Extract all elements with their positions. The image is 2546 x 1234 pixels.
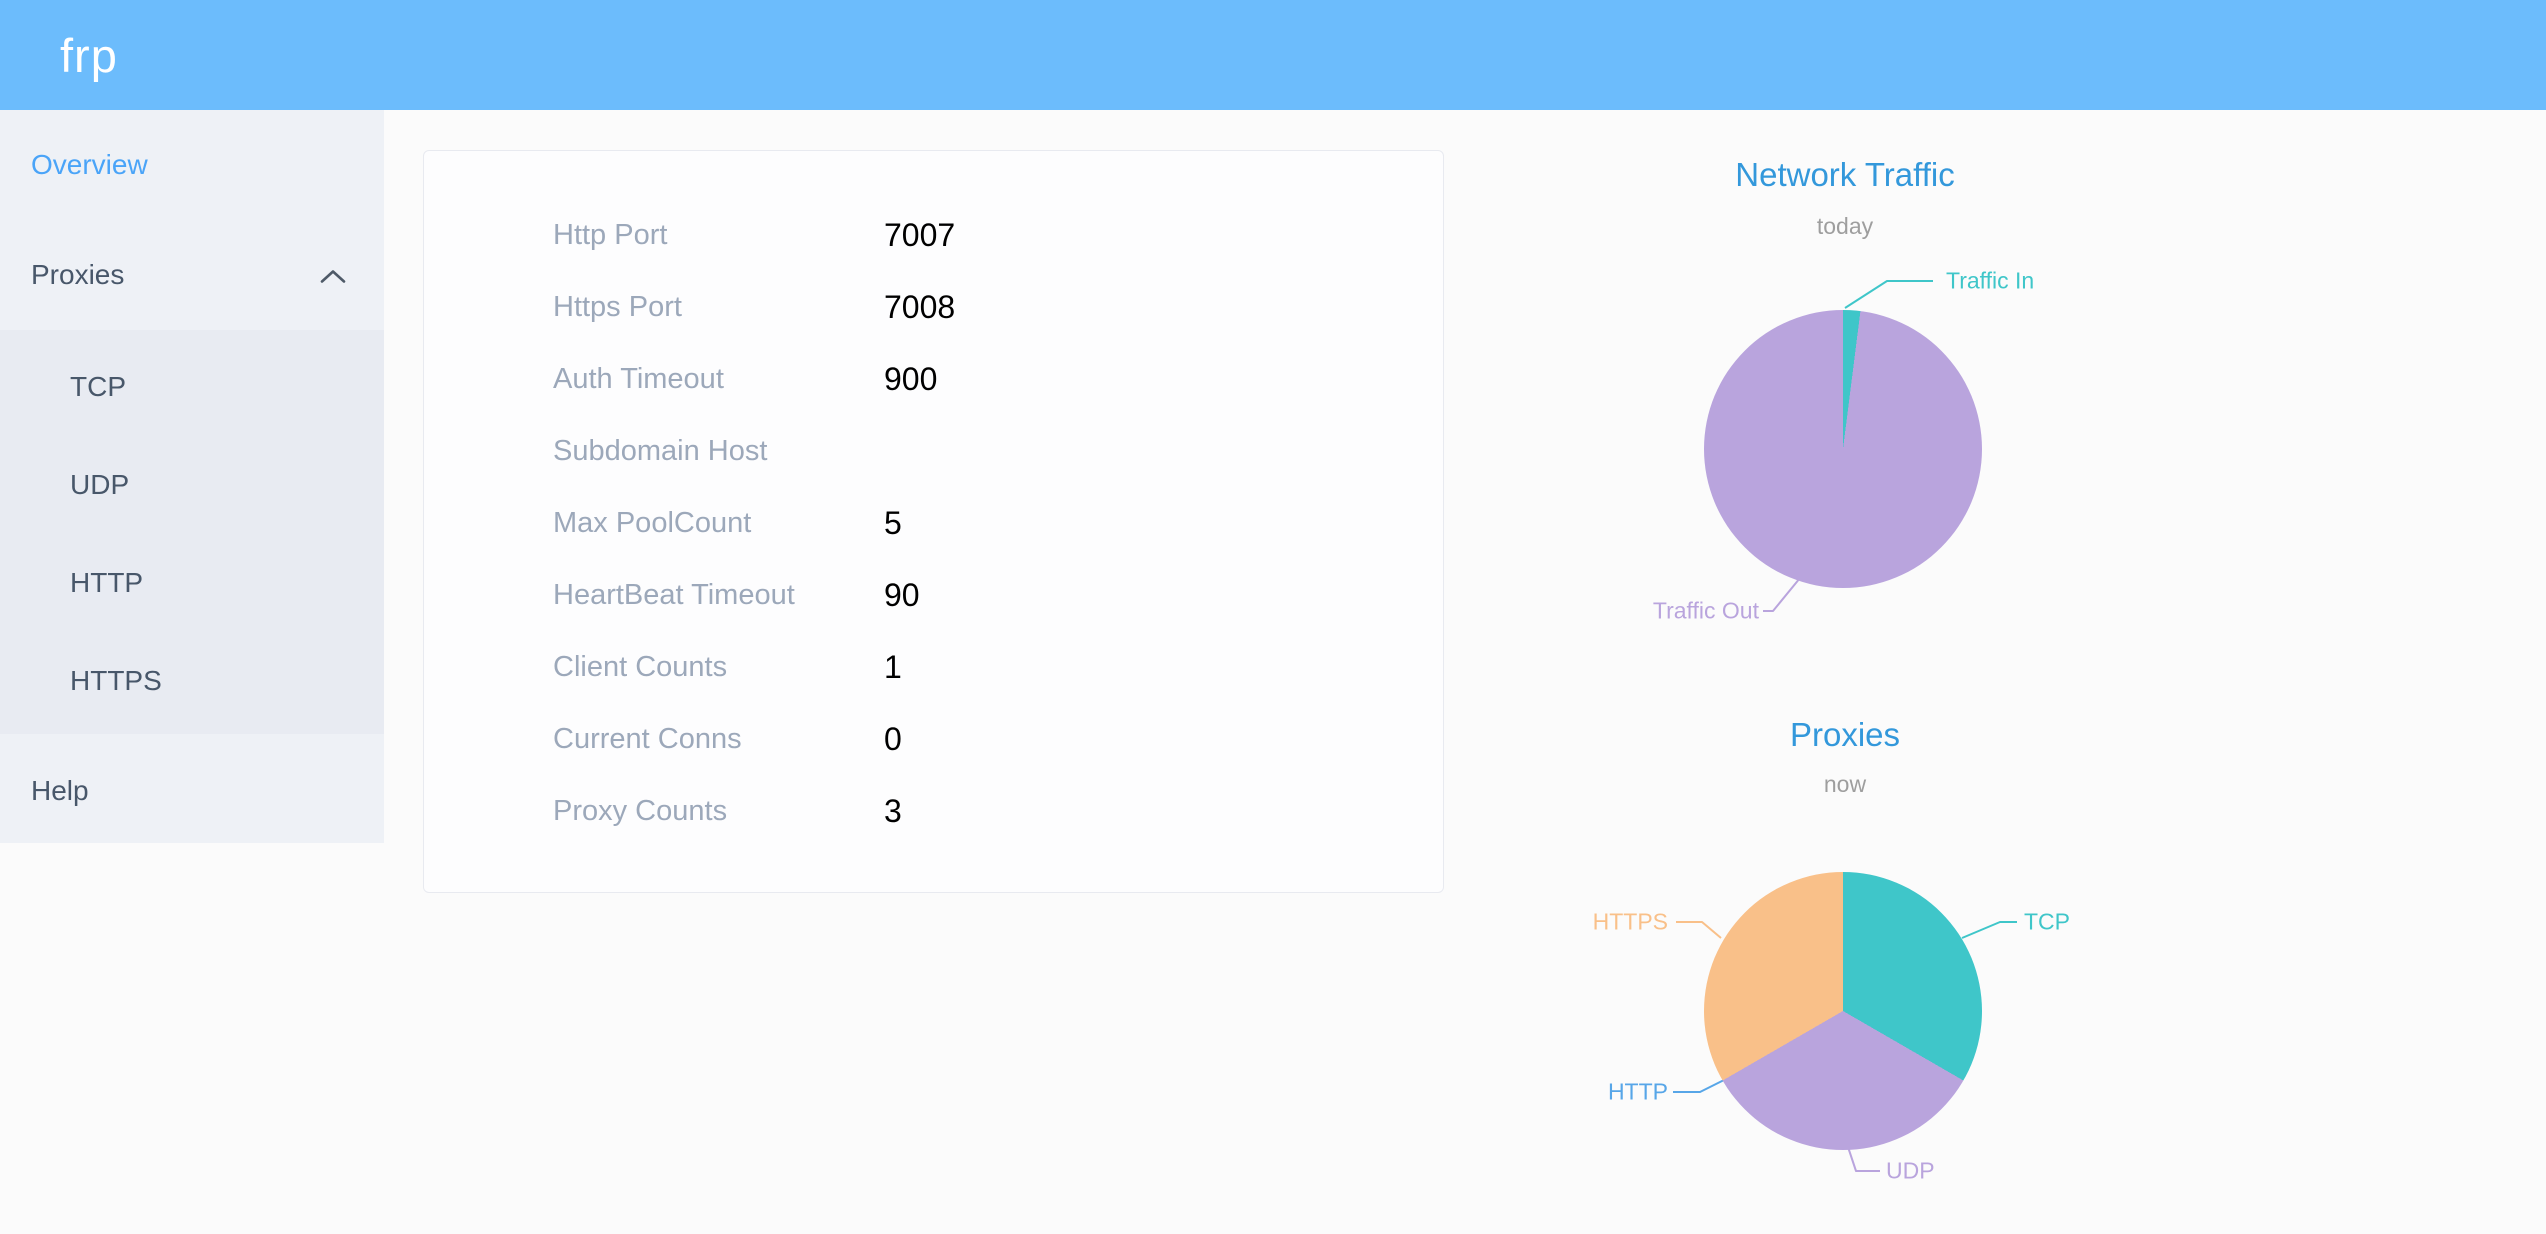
config-row: Http Port 7007 (424, 199, 1443, 271)
config-label: Proxy Counts (553, 794, 728, 827)
pie-label-traffic-in: Traffic In (1946, 267, 2035, 294)
config-label: Current Conns (553, 722, 742, 755)
app-logo: frp (60, 28, 118, 82)
config-value: 0 (884, 720, 902, 757)
config-row: Https Port 7008 (424, 271, 1443, 343)
sidebar-item-help[interactable]: Help (0, 734, 384, 847)
config-value: 90 (884, 576, 920, 613)
config-row: Max PoolCount 5 (424, 487, 1443, 559)
config-row: Client Counts 1 (424, 631, 1443, 703)
chevron-up-icon (320, 259, 346, 291)
config-row: Auth Timeout 900 (424, 343, 1443, 415)
pie-label-tcp: TCP (2024, 908, 2070, 935)
submenu-item-label: HTTPS (70, 665, 162, 696)
sidebar-item-label: Overview (31, 149, 148, 180)
leader-line-https (1676, 921, 1722, 939)
proxies-submenu: TCP UDP HTTP HTTPS (0, 330, 384, 734)
chart-subtitle: now (1823, 771, 1867, 797)
sidebar: Overview Proxies TCP UDP HTTP HTTPS Help (0, 110, 384, 843)
app-header: frp (0, 0, 2546, 110)
submenu-item-label: HTTP (70, 567, 144, 598)
config-label: HeartBeat Timeout (553, 578, 795, 611)
sidebar-item-label: Help (31, 774, 89, 806)
config-value: 5 (884, 504, 902, 541)
network-traffic-pie[interactable] (1704, 310, 1982, 588)
submenu-item-label: UDP (70, 469, 130, 500)
pie-label-udp: UDP (1886, 1157, 1935, 1184)
leader-line-tcp (1961, 921, 2017, 939)
proxies-pie[interactable] (1704, 872, 1982, 1150)
config-label: Auth Timeout (553, 362, 724, 395)
pie-label-http: HTTP (1607, 1078, 1668, 1105)
leader-line-udp (1847, 1146, 1880, 1172)
config-value: 1 (884, 648, 902, 685)
chart-title: Network Traffic (1735, 156, 1955, 193)
config-label: Max PoolCount (553, 506, 752, 539)
sidebar-item-http[interactable]: HTTP (0, 534, 384, 632)
sidebar-item-label: Proxies (31, 259, 125, 290)
proxies-chart: Proxies now TCP UDP HTTP HTTPS (1444, 700, 2246, 1234)
sidebar-item-proxies[interactable]: Proxies (0, 220, 384, 330)
sidebar-item-https[interactable]: HTTPS (0, 632, 384, 730)
config-value: 7007 (884, 216, 956, 253)
config-label: Subdomain Host (553, 434, 768, 467)
sidebar-item-overview[interactable]: Overview (0, 110, 384, 220)
pie-label-traffic-out: Traffic Out (1652, 597, 1759, 624)
config-row: Current Conns 0 (424, 703, 1443, 775)
config-row: Proxy Counts 3 (424, 775, 1443, 847)
pie-label-https: HTTPS (1592, 908, 1668, 935)
config-value: 7008 (884, 288, 956, 325)
chart-title: Proxies (1789, 716, 1901, 753)
submenu-item-label: TCP (70, 371, 126, 402)
sidebar-item-udp[interactable]: UDP (0, 436, 384, 534)
config-row: HeartBeat Timeout 90 (424, 559, 1443, 631)
config-row: Subdomain Host (424, 415, 1443, 487)
overview-card: Http Port 7007 Https Port 7008 Auth Time… (423, 150, 1444, 893)
sidebar-item-tcp[interactable]: TCP (0, 338, 384, 436)
leader-line-traffic-in (1844, 280, 1933, 309)
network-traffic-chart: Network Traffic today Traffic In Traffic… (1444, 150, 2246, 650)
config-value: 3 (884, 792, 902, 829)
config-label: Http Port (553, 218, 668, 251)
config-label: Client Counts (553, 650, 728, 683)
leader-line-traffic-out (1763, 577, 1801, 612)
chart-subtitle: today (1816, 213, 1874, 239)
config-label: Https Port (553, 290, 682, 323)
config-value: 900 (884, 360, 938, 397)
